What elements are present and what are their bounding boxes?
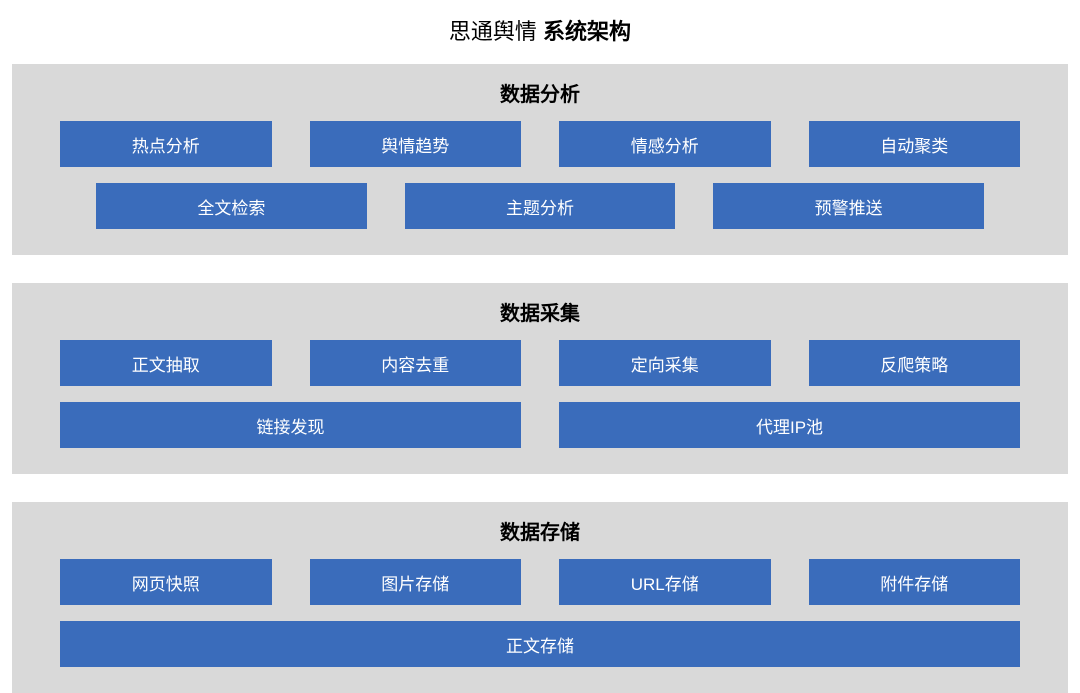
box-item: 图片存储: [310, 559, 522, 605]
box-item: 自动聚类: [809, 121, 1021, 167]
box-item: 代理IP池: [559, 402, 1020, 448]
box-item: 正文抽取: [60, 340, 272, 386]
box-item: 舆情趋势: [310, 121, 522, 167]
page-title-prefix: 思通舆情: [449, 19, 543, 44]
box-item: 情感分析: [559, 121, 771, 167]
page-title-bold: 系统架构: [543, 19, 631, 44]
section-title: 数据存储: [60, 516, 1020, 545]
box-item: 热点分析: [60, 121, 272, 167]
box-item: URL存储: [559, 559, 771, 605]
section-row: 正文存储: [60, 621, 1020, 667]
box-item: 正文存储: [60, 621, 1020, 667]
box-item: 反爬策略: [809, 340, 1021, 386]
section-data-analysis: 数据分析 热点分析 舆情趋势 情感分析 自动聚类 全文检索 主题分析 预警推送: [12, 64, 1068, 255]
box-item: 主题分析: [405, 183, 676, 229]
section-title: 数据采集: [60, 297, 1020, 326]
box-item: 定向采集: [559, 340, 771, 386]
section-row: 正文抽取 内容去重 定向采集 反爬策略: [60, 340, 1020, 386]
section-row: 链接发现 代理IP池: [60, 402, 1020, 448]
box-item: 预警推送: [713, 183, 984, 229]
box-item: 内容去重: [310, 340, 522, 386]
section-data-storage: 数据存储 网页快照 图片存储 URL存储 附件存储 正文存储: [12, 502, 1068, 693]
box-item: 链接发现: [60, 402, 521, 448]
box-item: 网页快照: [60, 559, 272, 605]
section-row: 网页快照 图片存储 URL存储 附件存储: [60, 559, 1020, 605]
section-title: 数据分析: [60, 78, 1020, 107]
box-item: 附件存储: [809, 559, 1021, 605]
box-item: 全文检索: [96, 183, 367, 229]
section-row: 全文检索 主题分析 预警推送: [60, 183, 1020, 229]
section-data-collection: 数据采集 正文抽取 内容去重 定向采集 反爬策略 链接发现 代理IP池: [12, 283, 1068, 474]
section-row: 热点分析 舆情趋势 情感分析 自动聚类: [60, 121, 1020, 167]
page-title: 思通舆情 系统架构: [12, 14, 1068, 46]
